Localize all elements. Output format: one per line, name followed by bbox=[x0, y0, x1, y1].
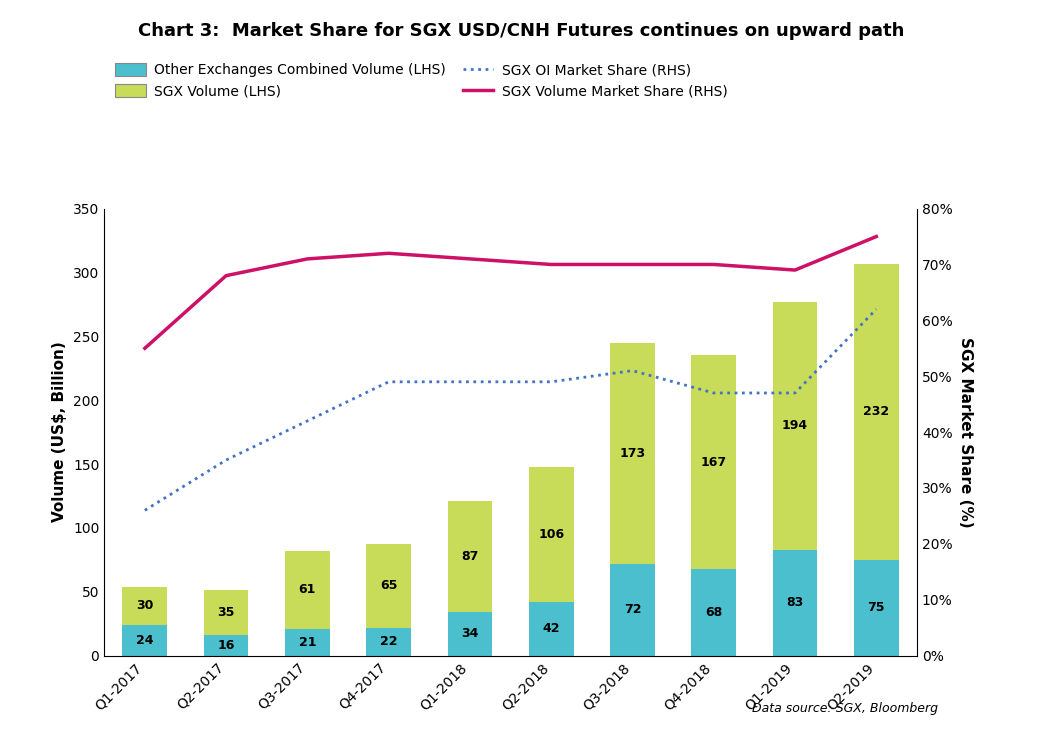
Text: 106: 106 bbox=[538, 527, 565, 541]
Text: 65: 65 bbox=[380, 580, 397, 592]
Text: 232: 232 bbox=[863, 405, 890, 418]
Text: 42: 42 bbox=[543, 622, 560, 635]
Bar bbox=[367, 545, 411, 627]
Text: 61: 61 bbox=[299, 583, 316, 596]
Bar bbox=[611, 343, 654, 564]
Bar bbox=[367, 627, 411, 656]
Bar bbox=[529, 602, 573, 656]
Text: 30: 30 bbox=[137, 599, 153, 612]
Bar bbox=[204, 591, 248, 635]
Text: 16: 16 bbox=[218, 639, 234, 652]
Bar bbox=[529, 466, 573, 602]
Text: 167: 167 bbox=[700, 456, 727, 469]
Bar bbox=[123, 625, 167, 656]
Bar bbox=[773, 550, 817, 656]
Text: 35: 35 bbox=[218, 606, 234, 619]
Text: 75: 75 bbox=[868, 601, 885, 614]
Bar bbox=[448, 501, 492, 612]
Bar bbox=[854, 559, 898, 656]
Bar bbox=[692, 568, 736, 656]
Bar bbox=[448, 612, 492, 656]
Bar bbox=[286, 629, 329, 656]
Text: 24: 24 bbox=[137, 634, 153, 647]
Text: 68: 68 bbox=[705, 606, 722, 618]
Text: 72: 72 bbox=[624, 603, 641, 616]
Text: 194: 194 bbox=[782, 419, 809, 432]
Bar bbox=[854, 264, 898, 559]
Bar bbox=[611, 564, 654, 656]
Text: Data source: SGX, Bloomberg: Data source: SGX, Bloomberg bbox=[751, 703, 938, 715]
Bar bbox=[773, 302, 817, 550]
Bar bbox=[692, 355, 736, 568]
Text: 83: 83 bbox=[787, 596, 803, 609]
Bar bbox=[286, 551, 329, 629]
Y-axis label: Volume (US$, Billion): Volume (US$, Billion) bbox=[52, 342, 68, 522]
Bar bbox=[204, 635, 248, 656]
Text: 87: 87 bbox=[462, 550, 478, 563]
Text: 22: 22 bbox=[380, 635, 397, 648]
Text: 21: 21 bbox=[299, 635, 316, 649]
Y-axis label: SGX Market Share (%): SGX Market Share (%) bbox=[959, 337, 973, 527]
Text: 34: 34 bbox=[462, 627, 478, 641]
Text: Chart 3:  Market Share for SGX USD/CNH Futures continues on upward path: Chart 3: Market Share for SGX USD/CNH Fu… bbox=[138, 22, 904, 40]
Text: 173: 173 bbox=[619, 447, 646, 460]
Bar bbox=[123, 586, 167, 625]
Legend: Other Exchanges Combined Volume (LHS), SGX Volume (LHS), SGX OI Market Share (RH: Other Exchanges Combined Volume (LHS), S… bbox=[111, 59, 731, 102]
